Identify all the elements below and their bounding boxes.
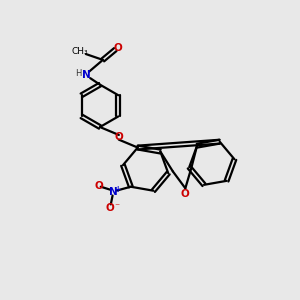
Text: O: O — [181, 189, 190, 199]
Text: +: + — [114, 185, 121, 194]
Text: O: O — [106, 203, 115, 213]
Text: N: N — [82, 70, 91, 80]
Text: O: O — [94, 181, 103, 190]
Text: O: O — [115, 132, 123, 142]
Text: ⁻: ⁻ — [115, 202, 120, 212]
Text: H: H — [75, 69, 82, 78]
Text: O: O — [114, 43, 123, 53]
Text: N: N — [109, 187, 118, 197]
Text: CH₃: CH₃ — [71, 46, 88, 56]
